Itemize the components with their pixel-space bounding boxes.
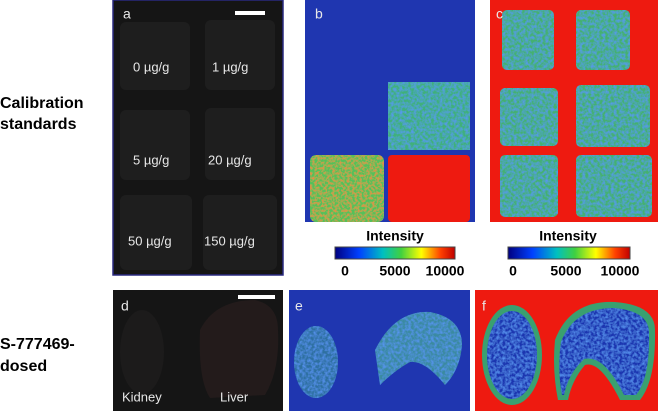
liver-section [199, 300, 279, 398]
colorbar-tick: 10000 [601, 263, 640, 279]
scale-bar [238, 295, 275, 299]
row-label: S-777469- [0, 336, 75, 353]
panel-letter: b [315, 6, 323, 22]
colorbar-title: Intensity [539, 228, 597, 244]
panel-letter: f [482, 298, 486, 314]
tissue-label: Liver [220, 389, 249, 404]
kidney-section [120, 310, 164, 394]
panel-letter: c [496, 6, 503, 22]
conc-label: 5 µg/g [133, 152, 169, 167]
conc-label: 1 µg/g [212, 59, 248, 74]
tissue-signal [559, 308, 650, 395]
conc-label: 50 µg/g [128, 233, 172, 248]
colorbar [507, 246, 631, 260]
colorbar-tick: 10000 [426, 263, 465, 279]
tissue-signal [500, 10, 652, 217]
tissue-label: Kidney [122, 389, 162, 404]
tissue-sections [120, 20, 277, 270]
tissue-signal [375, 311, 462, 385]
colorbar-tick: 0 [509, 263, 517, 279]
row-label: standards [0, 116, 77, 133]
conc-label: 150 µg/g [204, 233, 255, 248]
tissue-signal [388, 82, 470, 150]
conc-label: 20 µg/g [208, 152, 252, 167]
tissue-signal [388, 155, 470, 222]
panel-letter: a [123, 6, 131, 22]
colorbar [334, 246, 456, 260]
colorbar-tick: 0 [341, 263, 349, 279]
panel-letter: e [295, 298, 303, 314]
row-label: Calibration [0, 95, 84, 112]
scale-bar [235, 11, 265, 15]
conc-label: 0 µg/g [133, 59, 169, 74]
row-label: dosed [0, 358, 47, 375]
colorbar-tick: 5000 [379, 263, 410, 279]
tissue-signal [294, 326, 338, 398]
colorbar-title: Intensity [366, 228, 424, 244]
tissue-signal [310, 155, 384, 222]
tissue-signal [487, 311, 537, 399]
colorbar-tick: 5000 [550, 263, 581, 279]
panel-letter: d [121, 298, 129, 314]
